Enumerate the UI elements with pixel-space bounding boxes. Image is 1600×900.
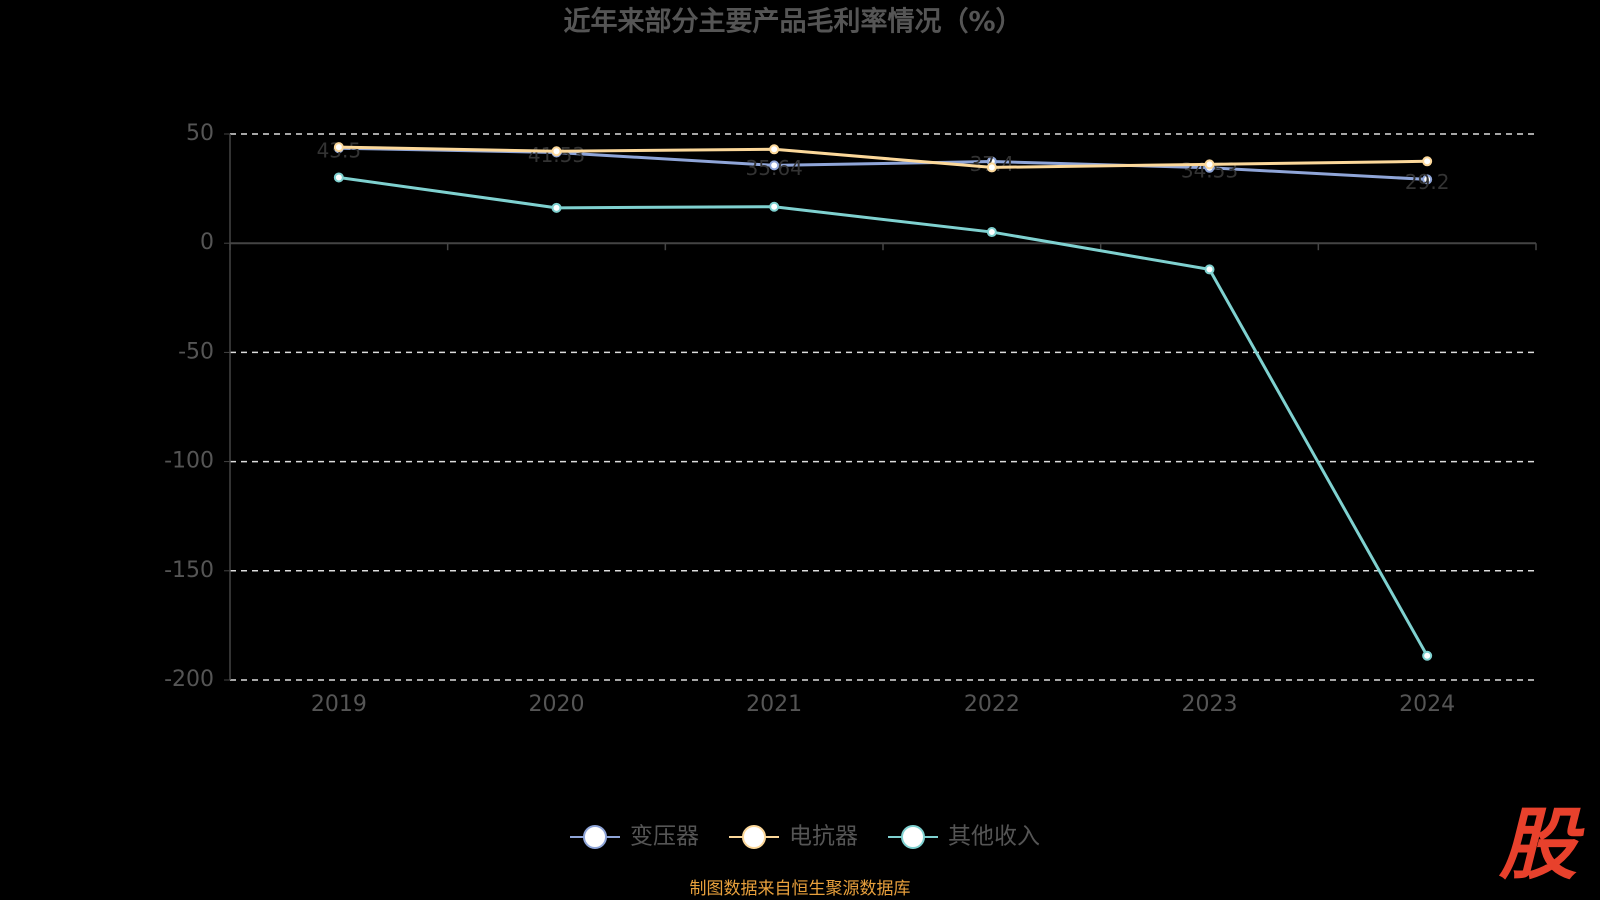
chart-title: 近年来部分主要产品毛利率情况（%） [563, 6, 1022, 38]
point [769, 144, 780, 155]
x-tick-label: 2023 [1182, 692, 1238, 717]
x-tick-label: 2024 [1399, 692, 1455, 717]
y-tick-label: -150 [164, 558, 214, 583]
y-tick-label: 50 [186, 121, 214, 146]
point [1422, 174, 1433, 185]
point [1204, 159, 1215, 170]
x-tick-label: 2019 [311, 692, 367, 717]
point [769, 201, 780, 212]
data-label: 29.2 [1405, 170, 1450, 194]
point [333, 172, 344, 183]
logo: 股 [1498, 800, 1585, 890]
point [1422, 650, 1433, 661]
legend-marker [901, 825, 925, 849]
x-tick-label: 2021 [746, 692, 802, 717]
point [551, 202, 562, 213]
legend-label: 变压器 [630, 824, 699, 850]
x-tick-label: 2022 [964, 692, 1020, 717]
x-tick-label: 2020 [529, 692, 585, 717]
y-tick-label: 0 [200, 230, 214, 255]
y-tick-label: -100 [164, 449, 214, 474]
point [986, 162, 997, 173]
source-note: 制图数据来自恒生聚源数据库 [690, 879, 911, 899]
y-tick-label: -200 [164, 667, 214, 692]
legend-marker [583, 825, 607, 849]
point [333, 142, 344, 153]
series-line [338, 145, 1428, 169]
y-tick-label: -50 [178, 339, 214, 364]
point [551, 146, 562, 157]
point [769, 160, 780, 171]
series-line [338, 175, 1429, 657]
legend-marker [742, 825, 766, 849]
point [1422, 156, 1433, 167]
point [1204, 264, 1215, 275]
legend-label: 其他收入 [948, 824, 1040, 850]
legend-label: 电抗器 [789, 824, 858, 850]
data-label: 35.64 [746, 156, 803, 180]
point [986, 227, 997, 238]
